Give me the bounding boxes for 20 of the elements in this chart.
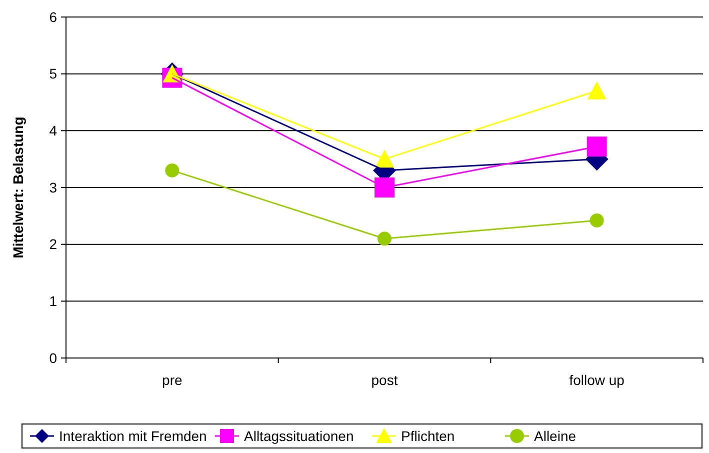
legend-label: Alltagssituationen bbox=[244, 428, 354, 444]
y-tick-label: 1 bbox=[49, 293, 58, 310]
point bbox=[374, 178, 394, 198]
y-tick-label: 4 bbox=[49, 122, 58, 139]
legend-label: Alleine bbox=[534, 428, 576, 444]
x-tick-label: post bbox=[371, 372, 398, 388]
point bbox=[590, 213, 604, 228]
legend-label: Interaktion mit Fremden bbox=[59, 428, 207, 444]
y-tick-label: 6 bbox=[49, 8, 58, 25]
y-tick-label: 2 bbox=[49, 236, 58, 252]
legend-label: Pflichten bbox=[401, 428, 455, 444]
x-tick-label: follow up bbox=[569, 372, 625, 388]
point bbox=[586, 136, 607, 157]
x-tick-label: pre bbox=[162, 372, 182, 388]
y-axis-title: Mittelwert: Belastung bbox=[10, 116, 26, 258]
y-tick-label: 0 bbox=[49, 350, 58, 366]
point bbox=[165, 163, 180, 178]
y-tick-label: 3 bbox=[49, 179, 58, 196]
point bbox=[587, 81, 606, 100]
y-tick-label: 5 bbox=[49, 66, 58, 82]
